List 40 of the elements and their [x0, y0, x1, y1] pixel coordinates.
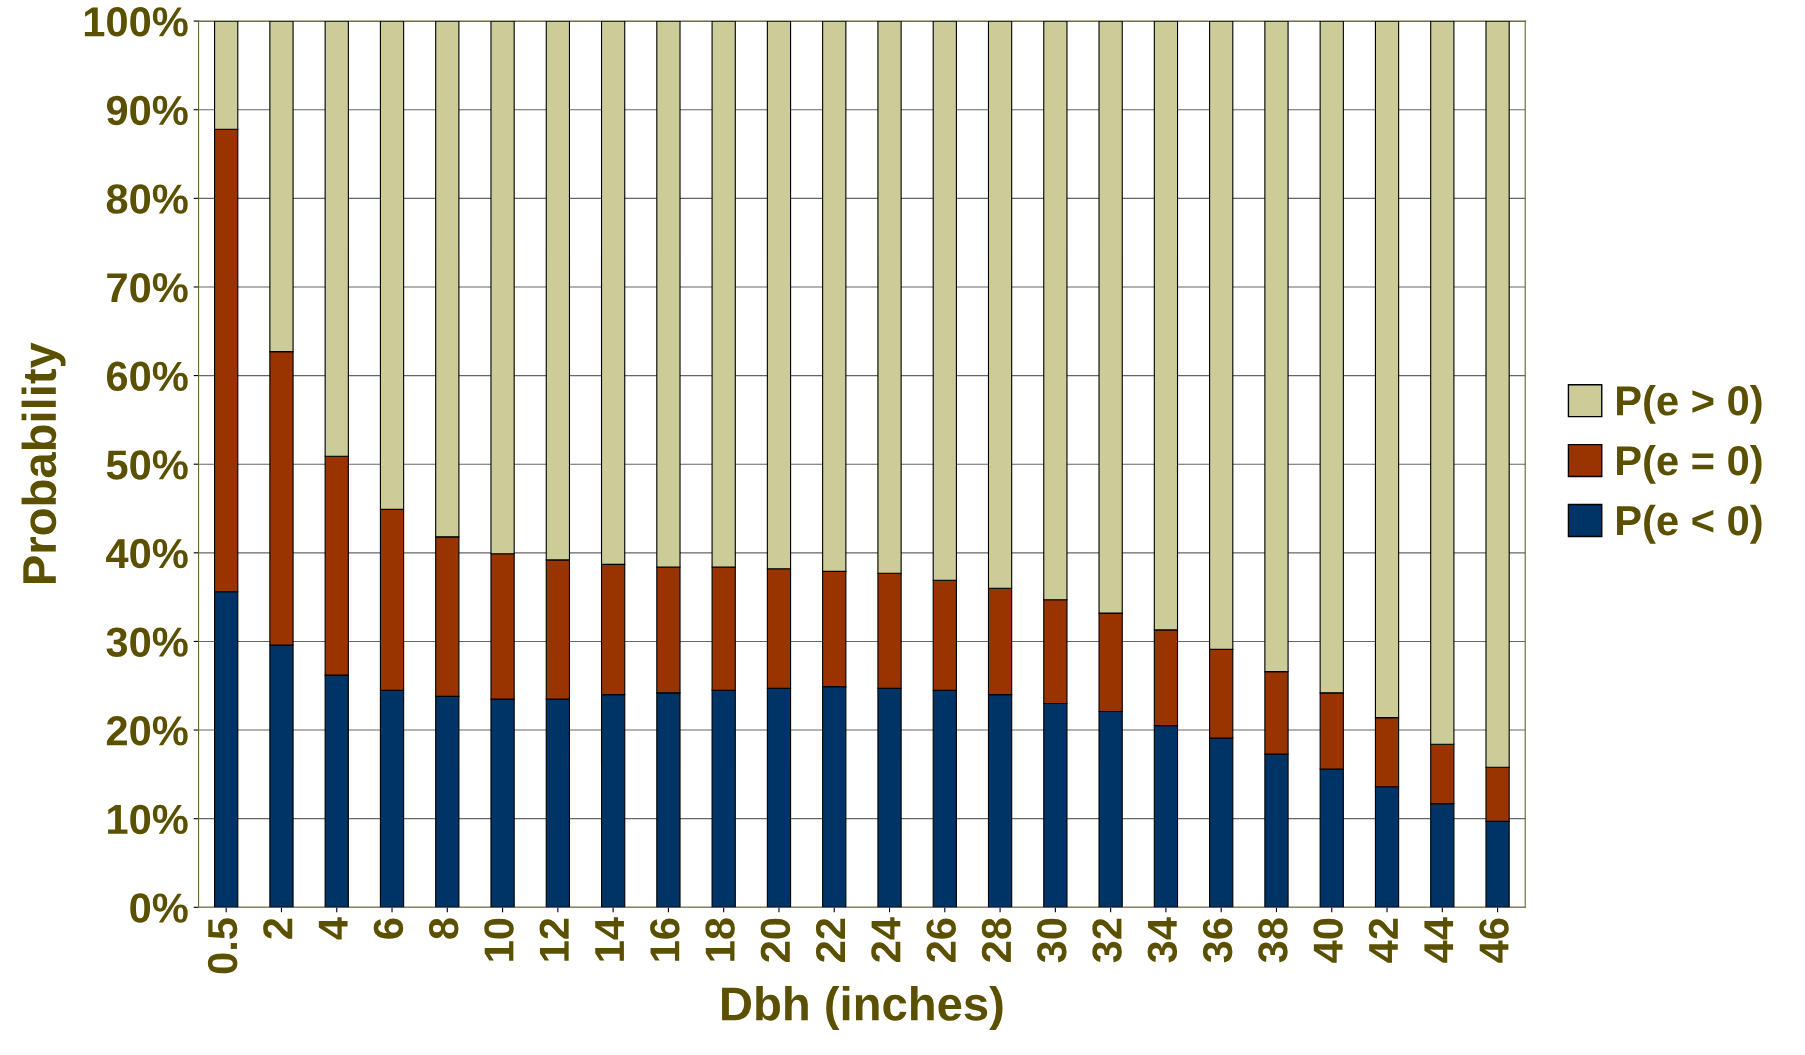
x-tick-label: 24	[871, 917, 901, 962]
y-tick-label: 40%	[106, 538, 188, 569]
y-tick-label: 90%	[106, 95, 188, 126]
x-tick-label: 4	[318, 917, 348, 940]
y-tick-label: 0%	[130, 893, 188, 923]
y-tick-label: 100%	[84, 7, 188, 37]
x-tick-label: 28	[981, 918, 1012, 962]
x-tick-label: 38	[1258, 918, 1288, 963]
x-tick-label: 26	[926, 918, 956, 962]
x-tick-label: 16	[650, 918, 680, 961]
x-tick-label: 6	[373, 918, 404, 939]
x-axis-title: Dbh (inches)	[722, 986, 1003, 1031]
x-tick-label: 36	[1202, 918, 1233, 963]
legend-label: P(e > 0)	[1617, 384, 1762, 424]
x-tick-label: 34	[1147, 917, 1178, 963]
x-tick-label: 42	[1368, 918, 1398, 963]
x-tick-label: 20	[760, 918, 791, 962]
legend-label: P(e < 0)	[1617, 504, 1762, 544]
y-tick-label: 70%	[107, 272, 188, 303]
x-tick-label: 2	[263, 918, 293, 939]
x-tick-label: 14	[595, 917, 624, 961]
x-tick-label: 32	[1092, 918, 1122, 963]
y-tick-label: 80%	[106, 184, 188, 214]
x-tick-label: 10	[484, 918, 514, 961]
y-axis-title: Probability	[21, 342, 66, 584]
x-tick-label: 22	[815, 918, 846, 962]
x-tick-label: 30	[1037, 918, 1067, 963]
legend-label: P(e = 0)	[1617, 444, 1762, 484]
y-tick-label: 50%	[106, 450, 188, 480]
x-tick-label: 8	[428, 918, 459, 939]
x-tick-label: 18	[705, 918, 735, 961]
x-tick-label: 44	[1424, 917, 1454, 963]
x-tick-label: 46	[1479, 918, 1509, 963]
y-tick-label: 20%	[106, 716, 188, 746]
y-tick-label: 30%	[106, 627, 188, 658]
x-tick-label: 12	[539, 918, 569, 961]
x-tick-label: 40	[1313, 918, 1343, 963]
x-tick-label: 0.5	[207, 918, 238, 974]
y-tick-label: 10%	[108, 804, 188, 835]
y-tick-label: 60%	[106, 361, 188, 392]
